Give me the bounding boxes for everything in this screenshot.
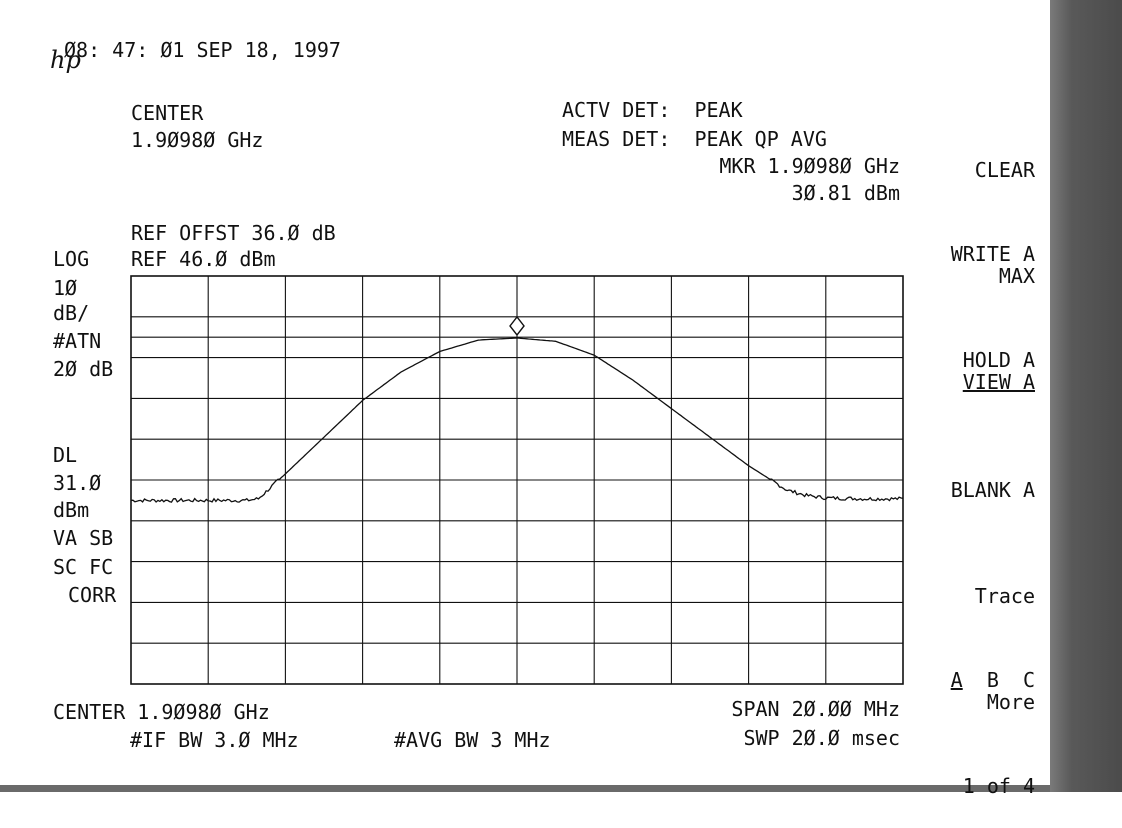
footer-if-bw: #IF BW 3.Ø MHz [130,728,299,752]
trace-option-b: B [986,668,999,692]
softkey-max-hold-line1: MAX [998,264,1035,288]
center-value: 1.9Ø98Ø GHz [131,128,264,152]
softkey-view-label: VIEW A [962,370,1035,394]
softkey-max-hold-line2: HOLD A [962,348,1035,372]
attenuation-value: 2Ø dB [53,357,114,381]
trace-option-c: C [1022,668,1035,692]
softkey-trace-select[interactable]: Trace A B C [835,526,1035,722]
softkey-clear-write-line1: CLEAR [974,158,1035,182]
display-line-value: 31.Ø [53,471,102,495]
footer-span: SPAN 2Ø.ØØ MHz [731,697,900,721]
softkey-more-line1: More [986,690,1035,714]
plot-grid [130,275,904,685]
status-flags-2: SC FC [53,555,114,579]
marker-frequency: MKR 1.9Ø98Ø GHz [719,154,900,178]
softkey-max-hold-a[interactable]: MAX HOLD A [835,206,1035,402]
ref-level: REF 46.Ø dBm [131,247,276,271]
marker-diamond [509,315,525,337]
center-label: CENTER [131,101,204,125]
scale-unit: dB/ [53,301,90,325]
softkey-trace-options: A B C [835,666,1035,694]
softkey-blank-a[interactable]: BLANK A [835,420,1035,532]
softkey-clear-write-line2: WRITE A [950,242,1035,266]
status-flags-1: VA SB [53,526,114,550]
footer-avg-bw: #AVG BW 3 MHz [394,728,551,752]
trace-a [130,337,904,503]
softkey-more-line2: 1 of 4 [962,774,1035,798]
softkey-clear-write-a[interactable]: CLEAR WRITE A [835,100,1035,296]
scan-bottom-edge [0,785,1050,792]
scale-mode: LOG [53,247,90,271]
marker [509,315,525,337]
ref-offset: REF OFFST 36.Ø dB [131,221,336,245]
softkey-more[interactable]: More 1 of 4 [835,632,1035,828]
footer-sweep: SWP 2Ø.Ø msec [743,726,900,750]
softkey-trace-label: Trace [974,584,1035,608]
attenuation-label: #ATN [53,329,102,353]
softkey-view-a[interactable]: VIEW A [835,312,1035,424]
display-line-label: DL [53,443,78,467]
hp-logo: hp [50,46,81,74]
spectrum-plot [130,275,904,685]
measure-detector: MEAS DET: PEAK QP AVG [562,127,827,151]
scale-value: 1Ø [53,276,78,300]
active-detector: ACTV DET: PEAK [562,98,743,122]
scan-edge-shadow [1050,0,1122,792]
softkey-blank-label: BLANK A [950,478,1035,502]
status-flags-3: CORR [68,583,117,607]
trace-option-a: A [950,668,963,692]
datetime: Ø8: 47: Ø1 SEP 18, 1997 [64,38,341,62]
marker-level: 3Ø.81 dBm [791,181,900,205]
footer-center: CENTER 1.9Ø98Ø GHz [53,700,270,724]
display-line-unit: dBm [53,498,90,522]
trace-a-line [130,337,904,503]
